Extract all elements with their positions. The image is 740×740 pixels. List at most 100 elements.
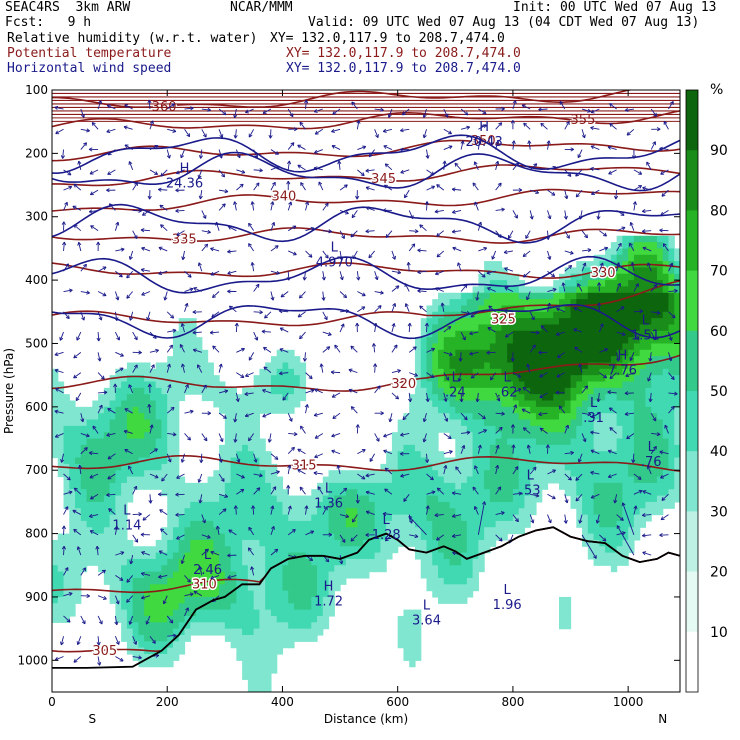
rh-cell <box>86 508 93 516</box>
wind-vector <box>63 592 73 597</box>
rh-cell <box>167 356 174 364</box>
rh-cell <box>645 508 652 516</box>
rh-cell <box>172 571 180 579</box>
rh-cell <box>213 508 220 516</box>
wind-vector-head <box>128 256 133 260</box>
rh-cell <box>265 482 272 490</box>
rh-cell <box>167 413 174 421</box>
rh-cell <box>138 425 145 433</box>
rh-cell <box>167 571 174 579</box>
wind-vector-head <box>297 164 302 169</box>
rh-cell <box>224 489 232 497</box>
rh-cell <box>103 577 111 585</box>
wind-vector-head <box>234 322 239 327</box>
wind-vector <box>245 372 254 377</box>
rh-cell <box>645 438 652 446</box>
rh-cell <box>570 489 577 497</box>
rh-cell <box>155 609 163 617</box>
rh-cell <box>662 381 670 389</box>
theta-contour-330 <box>52 262 680 279</box>
rh-cell <box>276 558 284 566</box>
rh-cell <box>144 381 151 389</box>
rh-cell <box>167 375 174 383</box>
rh-cell <box>576 406 583 414</box>
rh-cell <box>518 457 526 465</box>
rh-cell <box>69 419 76 427</box>
rh-cell <box>420 324 428 332</box>
rh-cell <box>230 546 237 554</box>
rh-cell <box>553 299 560 307</box>
rh-cell <box>299 533 307 541</box>
rh-cell <box>270 558 278 566</box>
wind-vector <box>184 433 191 441</box>
rh-cell <box>161 660 168 668</box>
rh-cell <box>368 546 376 554</box>
rh-cell <box>155 590 163 598</box>
rh-cell <box>461 558 468 566</box>
rh-cell <box>219 571 226 579</box>
rh-cell <box>547 413 554 421</box>
rh-cell <box>535 495 543 503</box>
rh-cell <box>628 267 635 275</box>
rh-cell <box>472 318 479 326</box>
rh-cell <box>495 261 502 269</box>
rh-cell <box>438 419 445 427</box>
rh-cell <box>432 432 439 440</box>
wind-vector-head <box>126 274 131 279</box>
rh-cell <box>461 577 468 585</box>
rh-cell <box>282 634 289 642</box>
wind-vector-head <box>343 487 348 492</box>
rh-cell <box>121 571 128 579</box>
rh-cell <box>126 419 134 427</box>
wind-vector <box>107 149 116 156</box>
rh-cell <box>576 413 583 421</box>
rh-cell <box>438 520 445 528</box>
rh-cell <box>438 305 445 313</box>
rh-cell <box>184 343 191 351</box>
wind-vector <box>130 555 134 565</box>
rh-cell <box>662 419 670 427</box>
wind-vector-head <box>115 640 120 645</box>
rh-cell <box>259 520 266 528</box>
rh-cell <box>541 330 549 338</box>
wind-vector-head <box>310 530 315 535</box>
rh-cell <box>138 552 145 560</box>
rh-cell <box>582 413 589 421</box>
wind-vector-head <box>299 121 304 126</box>
wind-vector <box>297 311 306 318</box>
rh-cell <box>322 508 330 516</box>
rh-cell <box>674 406 680 414</box>
rh-cell <box>115 489 122 497</box>
rh-cell <box>259 685 266 692</box>
rh-cell <box>230 558 237 566</box>
rh-cell <box>472 571 479 579</box>
rh-cell <box>172 546 180 554</box>
rh-cell <box>409 628 416 636</box>
rh-cell <box>593 546 600 554</box>
rh-cell <box>92 501 99 509</box>
rh-cell <box>52 387 59 395</box>
rh-cell <box>472 527 479 535</box>
wind-vector <box>63 567 69 576</box>
rh-cell <box>582 362 589 370</box>
rh-cell <box>426 546 433 554</box>
rh-cell <box>478 558 485 566</box>
rh-cell <box>461 406 468 414</box>
rh-cell <box>564 400 572 408</box>
wind-vector <box>149 364 155 373</box>
rh-cell <box>207 558 214 566</box>
rh-cell <box>674 381 680 389</box>
rh-cell <box>587 387 595 395</box>
rh-cell <box>328 590 335 598</box>
wind-vector-head <box>207 107 211 112</box>
rh-cell <box>656 248 664 256</box>
wind-vector-head <box>274 456 279 460</box>
wind-vector <box>142 514 151 521</box>
rh-cell <box>438 425 445 433</box>
wind-vector-head <box>172 328 177 333</box>
rh-cell <box>132 552 140 560</box>
rh-cell <box>414 444 422 452</box>
rh-cell <box>570 463 577 471</box>
rh-cell <box>455 400 462 408</box>
rh-cell <box>559 470 566 478</box>
